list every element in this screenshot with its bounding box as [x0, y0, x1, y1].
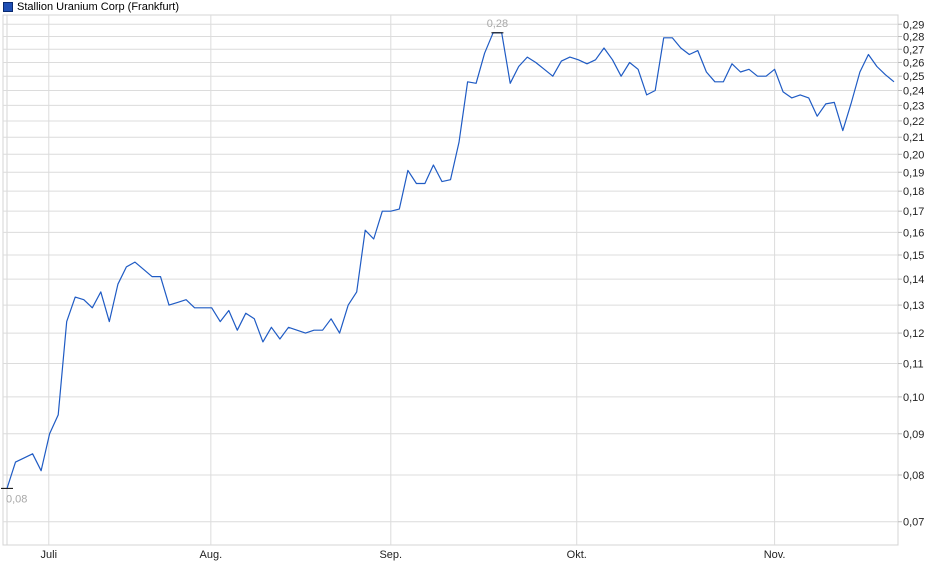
y-tick-label: 0,23: [903, 100, 924, 112]
y-tick-label: 0,09: [903, 429, 924, 441]
x-tick-label: Okt.: [567, 549, 587, 561]
y-tick-label: 0,28: [903, 32, 924, 44]
y-tick-label: 0,22: [903, 116, 924, 128]
x-tick-label: Aug.: [200, 549, 223, 561]
x-tick-label: Juli: [41, 549, 58, 561]
x-tick-label: Nov.: [764, 549, 786, 561]
y-tick-label: 0,21: [903, 132, 924, 144]
y-tick-label: 0,19: [903, 167, 924, 179]
y-tick-label: 0,27: [903, 44, 924, 56]
min-label: 0,08: [6, 493, 27, 505]
max-label: 0,28: [487, 18, 508, 30]
y-tick-label: 0,15: [903, 250, 924, 262]
y-tick-label: 0,16: [903, 227, 924, 239]
y-tick-label: 0,17: [903, 206, 924, 218]
y-tick-label: 0,26: [903, 57, 924, 69]
y-tick-label: 0,10: [903, 392, 924, 404]
y-tick-label: 0,24: [903, 85, 924, 97]
y-tick-label: 0,13: [903, 300, 924, 312]
y-tick-label: 0,18: [903, 186, 924, 198]
y-tick-label: 0,07: [903, 517, 924, 529]
legend-label: Stallion Uranium Corp (Frankfurt): [17, 1, 179, 13]
y-tick-label: 0,29: [903, 19, 924, 31]
y-tick-label: 0,14: [903, 274, 924, 286]
plot-area: [2, 14, 899, 546]
x-tick-label: Sep.: [379, 549, 402, 561]
y-tick-label: 0,12: [903, 328, 924, 340]
price-line: [6, 32, 895, 489]
legend: Stallion Uranium Corp (Frankfurt): [3, 1, 179, 13]
y-tick-label: 0,20: [903, 149, 924, 161]
y-tick-label: 0,08: [903, 470, 924, 482]
y-tick-label: 0,11: [903, 359, 924, 371]
y-tick-label: 0,25: [903, 71, 924, 83]
legend-swatch: [3, 2, 13, 12]
